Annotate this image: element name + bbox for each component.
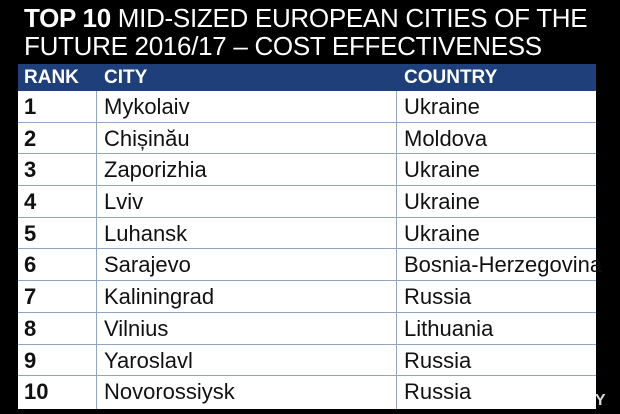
table-row: 6 Sarajevo Bosnia-Herzegovina (18, 249, 602, 282)
city-cell: Luhansk (104, 220, 188, 246)
table-row: 9 Yaroslavl Russia (18, 345, 596, 377)
table-header: RANK CITY COUNTRY (18, 64, 596, 91)
rank-cell: 9 (24, 347, 37, 373)
title-bold: TOP 10 (24, 3, 111, 33)
table-row: 1 Mykolaiv Ukraine (18, 91, 596, 123)
city-cell: Vilnius (104, 315, 169, 341)
title-rest: MID-SIZED EUROPEAN CITIES OF THE (117, 3, 588, 33)
city-cell: Yaroslavl (104, 347, 193, 373)
country-cell: Bosnia-Herzegovina (404, 252, 603, 278)
city-cell: Mykolaiv (104, 94, 190, 119)
rank-cell: 2 (24, 125, 37, 151)
title-line-1: TOP 10 MID-SIZED EUROPEAN CITIES OF THE (24, 4, 614, 32)
city-cell: Kaliningrad (104, 284, 215, 310)
table-row: 8 Vilnius Lithuania (18, 313, 596, 345)
header-country: COUNTRY (404, 67, 498, 88)
country-cell: Ukraine (404, 157, 480, 183)
country-cell: Moldova (404, 125, 488, 151)
title-line-2: FUTURE 2016/17 – COST EFFECTIVENESS (24, 31, 542, 61)
city-cell: Chișinău (104, 125, 190, 151)
city-cell: Sarajevo (104, 252, 191, 278)
country-cell: Russia (404, 347, 472, 373)
column-divider-city (396, 91, 397, 409)
rank-cell: 3 (24, 157, 37, 183)
city-cell: Zaporizhia (104, 157, 207, 183)
rank-cell: 10 (24, 379, 49, 405)
table-row: 3 Zaporizhia Ukraine (18, 154, 596, 187)
rank-cell: 5 (24, 220, 37, 246)
rank-cell: 6 (24, 252, 37, 278)
table-row: 7 Kaliningrad Russia (18, 281, 596, 313)
city-cell: Lviv (104, 189, 144, 215)
table-row: 5 Luhansk Ukraine (18, 218, 596, 250)
ranking-table: RANK CITY COUNTRY 1 Mykolaiv Ukraine 2 C… (18, 64, 602, 409)
country-cell: Russia (404, 284, 472, 310)
rank-cell: 7 (24, 284, 37, 310)
watermark-logo: TUT.BY (547, 392, 606, 409)
header-rank: RANK (24, 67, 79, 88)
table-row: 10 Novorossiysk Russia (18, 376, 596, 408)
rank-cell: 4 (24, 189, 37, 215)
city-cell: Novorossiysk (104, 379, 235, 405)
rank-cell: 1 (24, 94, 37, 119)
country-cell: Russia (404, 379, 472, 405)
rank-cell: 8 (24, 315, 37, 341)
table-row: 2 Chișinău Moldova (18, 123, 596, 155)
table-row: 4 Lviv Ukraine (18, 186, 596, 218)
table-body: 1 Mykolaiv Ukraine 2 Chișinău Moldova 3 … (18, 91, 602, 408)
country-cell: Ukraine (404, 220, 480, 246)
header-city: CITY (104, 67, 148, 88)
page-title: TOP 10 MID-SIZED EUROPEAN CITIES OF THE … (24, 4, 614, 60)
country-cell: Ukraine (404, 189, 480, 215)
country-cell: Lithuania (404, 315, 494, 341)
column-divider-rank (96, 91, 97, 409)
country-cell: Ukraine (404, 94, 480, 119)
